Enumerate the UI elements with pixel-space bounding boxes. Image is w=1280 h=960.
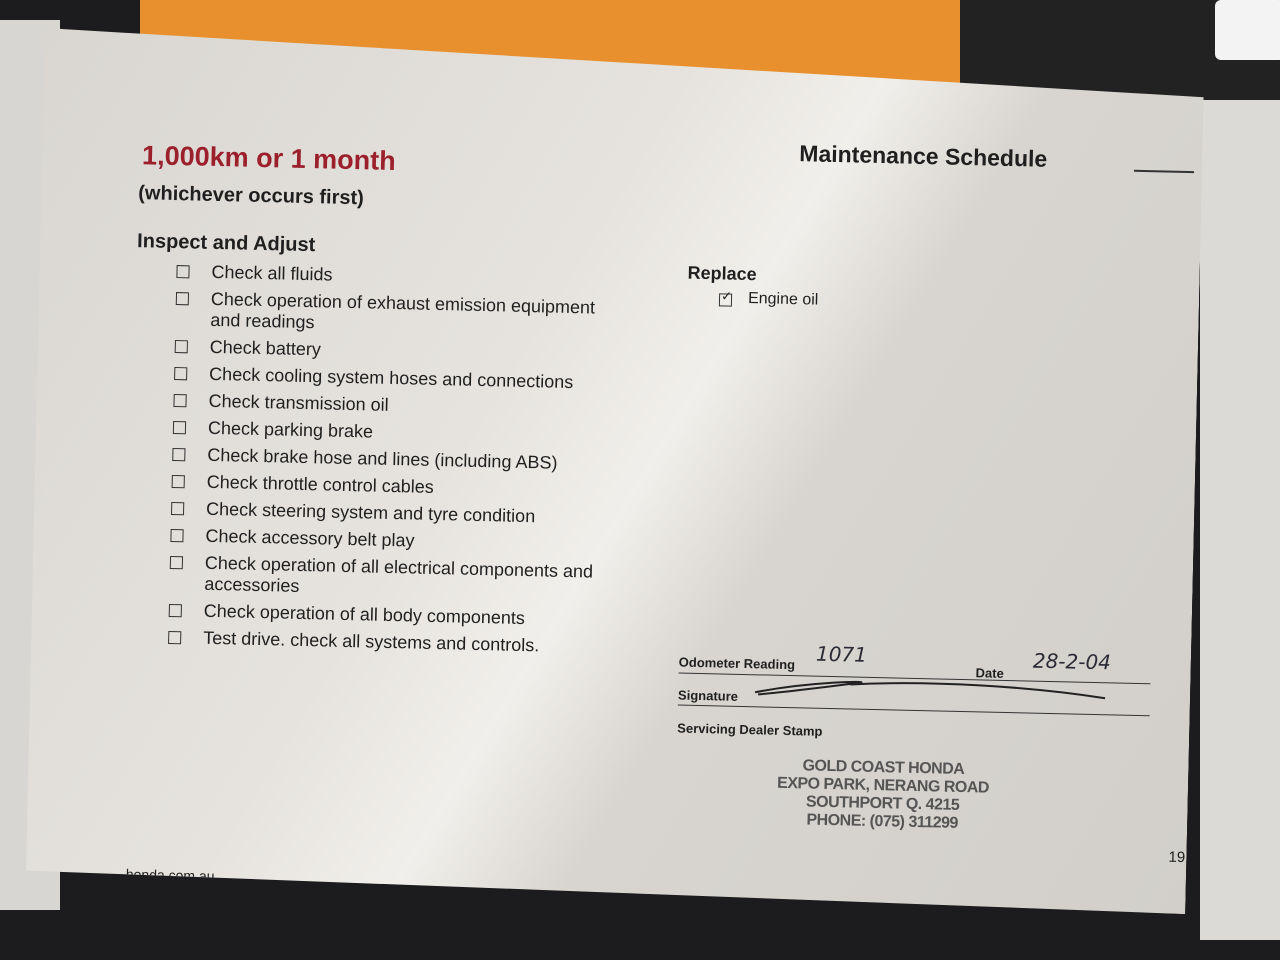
checkbox-icon[interactable] xyxy=(176,265,189,278)
checkbox-icon[interactable] xyxy=(171,502,184,515)
interval-condition: (whichever occurs first) xyxy=(138,182,365,210)
right-page-stack xyxy=(1200,100,1280,940)
inspect-item-label: Check operation of all electrical compon… xyxy=(204,552,594,596)
inspect-item[interactable]: Check all fluids xyxy=(176,261,626,292)
inspect-item[interactable]: Check cooling system hoses and connectio… xyxy=(174,363,624,394)
inspect-item[interactable]: Check brake hose and lines (including AB… xyxy=(172,444,622,475)
inspect-item-label: Check battery xyxy=(209,336,322,360)
checked-checkbox-icon[interactable]: ✓ xyxy=(719,293,732,306)
inspect-item[interactable]: Check parking brake xyxy=(173,417,623,448)
inspect-title: Inspect and Adjust xyxy=(136,230,316,257)
signature-scribble xyxy=(750,672,1111,710)
inspect-item-label: Check transmission oil xyxy=(208,390,389,415)
odometer-value[interactable]: 1071 xyxy=(815,641,868,667)
inspect-item[interactable]: Check operation of all body components xyxy=(169,600,619,631)
inspect-item[interactable]: Check steering system and tyre condition xyxy=(171,498,621,529)
title-rule xyxy=(1134,170,1194,173)
inspect-item-label: Check steering system and tyre condition xyxy=(205,498,536,527)
checkbox-icon[interactable] xyxy=(175,340,188,353)
replace-item-engine-oil[interactable]: ✓ Engine oil xyxy=(719,289,819,309)
checkbox-icon[interactable] xyxy=(174,367,187,380)
inspect-item[interactable]: Check throttle control cables xyxy=(172,471,622,502)
checkbox-icon[interactable] xyxy=(169,604,182,617)
inspect-item-label: Check operation of exhaust emission equi… xyxy=(210,288,596,333)
background-card xyxy=(1215,0,1280,60)
inspect-item[interactable]: Check accessory belt play xyxy=(170,525,620,556)
date-value[interactable]: 28-2-04 xyxy=(1032,648,1112,675)
inspect-item[interactable]: Check operation of exhaust emission equi… xyxy=(175,288,626,340)
inspect-item-label: Check brake hose and lines (including AB… xyxy=(207,444,558,473)
inspect-item-label: Check throttle control cables xyxy=(206,471,435,497)
stamp-line: PHONE: (075) 311299 xyxy=(806,811,959,832)
replace-title: Replace xyxy=(687,262,757,285)
odometer-label: Odometer Reading xyxy=(678,654,796,673)
checkbox-icon[interactable] xyxy=(172,475,185,488)
page-number: 19 xyxy=(1168,848,1186,867)
checkbox-icon[interactable] xyxy=(176,292,189,305)
section-title: Maintenance Schedule xyxy=(799,140,1048,172)
interval-heading: 1,000km or 1 month xyxy=(141,140,397,176)
checkbox-icon[interactable] xyxy=(172,448,185,461)
manual-page: 1,000km or 1 month (whichever occurs fir… xyxy=(25,28,1204,914)
dealer-stamp: GOLD COAST HONDA EXPO PARK, NERANG ROAD … xyxy=(767,757,999,834)
inspect-item[interactable]: Check battery xyxy=(175,336,625,367)
inspect-item-label: Check accessory belt play xyxy=(205,525,415,551)
inspect-item-label: Check operation of all body components xyxy=(203,600,526,629)
inspect-item[interactable]: Check operation of all electrical compon… xyxy=(169,552,620,604)
inspect-item[interactable]: Check transmission oil xyxy=(173,390,623,421)
checkbox-icon[interactable] xyxy=(173,421,186,434)
inspect-item[interactable]: Test drive. check all systems and contro… xyxy=(168,627,618,658)
stamp-label: Servicing Dealer Stamp xyxy=(677,720,823,739)
checkbox-icon[interactable] xyxy=(170,556,183,569)
inspect-item-label: Test drive. check all systems and contro… xyxy=(202,627,540,656)
replace-item-label: Engine oil xyxy=(747,290,819,309)
inspect-item-label: Check all fluids xyxy=(211,261,333,285)
inspect-item-label: Check cooling system hoses and connectio… xyxy=(208,363,574,393)
checkbox-icon[interactable] xyxy=(170,529,183,542)
inspect-list: Check all fluids Check operation of exhau… xyxy=(168,261,627,664)
signature-label: Signature xyxy=(677,687,739,704)
checkbox-icon[interactable] xyxy=(173,394,186,407)
inspect-item-label: Check parking brake xyxy=(207,417,374,442)
checkbox-icon[interactable] xyxy=(168,631,181,644)
website-footer: honda.com.au xyxy=(125,866,215,885)
